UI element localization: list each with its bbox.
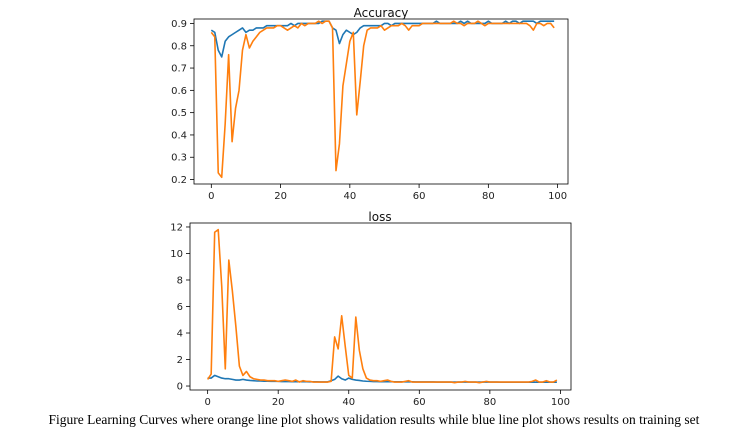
- accuracy-lines: [210, 20, 555, 179]
- loss-axes-frame: [189, 222, 572, 391]
- loss-x-tick-label: 80: [483, 397, 496, 408]
- loss-lines: [206, 228, 558, 384]
- accuracy-x-tick-label: 60: [413, 191, 426, 202]
- loss-chart-title: loss: [368, 210, 391, 224]
- loss-y-tick-label: 12: [170, 222, 183, 233]
- accuracy-y-tick-label: 0.9: [171, 19, 187, 30]
- accuracy-ticks: 0 20 40 60 80 100 0.2 0.3 0.4 0.5 0.6 0.7 0.8 0.9: [171, 19, 567, 202]
- loss-x-tick-label: 60: [413, 397, 426, 408]
- loss-validation-line: [206, 228, 558, 384]
- accuracy-y-tick-label: 0.6: [171, 86, 187, 97]
- accuracy-y-tick-label: 0.2: [171, 175, 187, 186]
- accuracy-x-tick-label: 80: [482, 191, 495, 202]
- loss-y-tick-label: 2: [177, 355, 183, 366]
- accuracy-x-tick-label: 20: [274, 191, 287, 202]
- accuracy-y-tick-label: 0.3: [171, 153, 187, 164]
- loss-chart: loss 0 20 40 60 80 100 0 2 4 6 8 10 12: [170, 210, 572, 408]
- accuracy-y-tick-label: 0.7: [171, 64, 187, 75]
- loss-x-tick-label: 100: [551, 397, 570, 408]
- loss-y-tick-label: 8: [177, 275, 183, 286]
- accuracy-y-tick-label: 0.5: [171, 108, 187, 119]
- figure-caption: Figure Learning Curves where orange line…: [48, 412, 700, 427]
- loss-x-tick-label: 40: [342, 397, 355, 408]
- loss-x-tick-label: 0: [204, 397, 210, 408]
- accuracy-x-tick-label: 100: [548, 191, 567, 202]
- accuracy-chart-title: Accuracy: [354, 6, 409, 20]
- loss-ticks: 0 20 40 60 80 100 0 2 4 6 8 10 12: [170, 222, 570, 408]
- loss-y-tick-label: 0: [177, 382, 183, 393]
- accuracy-x-tick-label: 0: [208, 191, 214, 202]
- loss-y-tick-label: 10: [170, 249, 183, 260]
- loss-x-tick-label: 20: [272, 397, 285, 408]
- accuracy-x-tick-label: 40: [343, 191, 356, 202]
- accuracy-y-tick-label: 0.4: [171, 130, 187, 141]
- loss-y-tick-label: 4: [177, 329, 183, 340]
- accuracy-validation-line: [210, 20, 555, 179]
- loss-y-tick-label: 6: [177, 302, 183, 313]
- accuracy-chart: Accuracy 0 20 40 60 80 1000.20.30.40.50.60.70…: [171, 6, 569, 202]
- accuracy-y-tick-label: 0.8: [171, 41, 187, 52]
- accuracy-axes-frame: [193, 18, 569, 185]
